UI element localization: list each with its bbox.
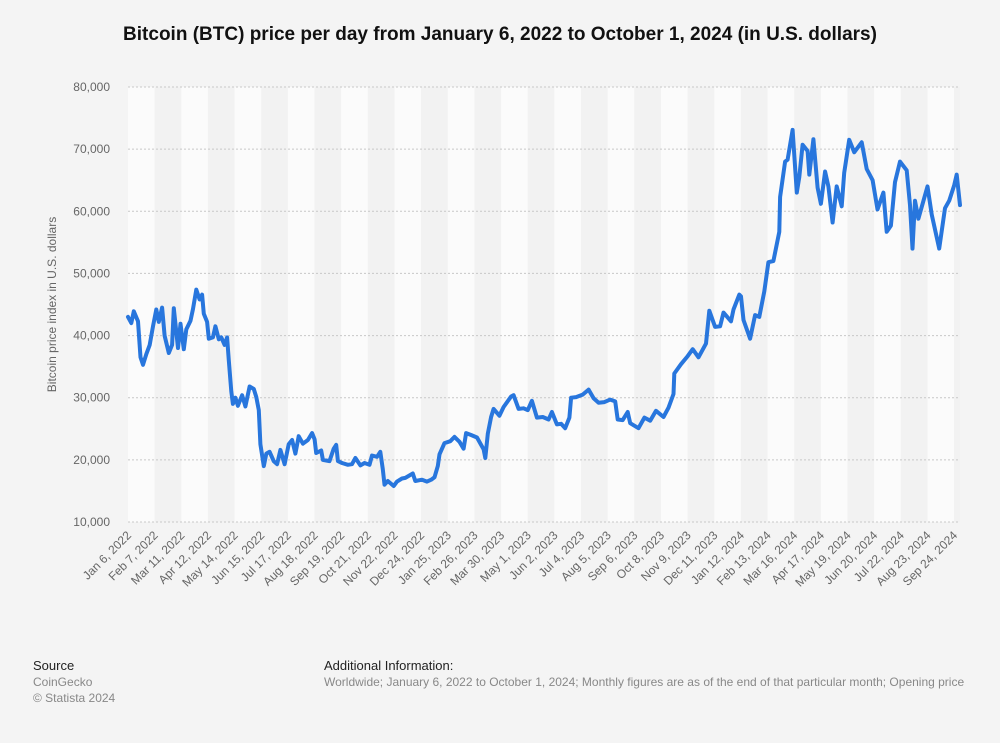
copyright: © Statista 2024 xyxy=(33,691,116,705)
background-band xyxy=(874,87,901,522)
line-chart: 10,000 20,000 30,000 40,000 50,000 60,000 70,0… xyxy=(45,80,962,590)
background-band xyxy=(554,87,582,522)
y-tick-label: 10,000 xyxy=(73,515,110,529)
background-band xyxy=(661,87,688,522)
background-band xyxy=(820,87,848,522)
background-band xyxy=(474,87,502,522)
background-band xyxy=(954,87,960,522)
price-line xyxy=(126,127,962,488)
background-band xyxy=(261,87,288,522)
background-band xyxy=(687,87,715,522)
chart-title: Bitcoin (BTC) price per day from January… xyxy=(123,24,877,45)
background-band xyxy=(900,87,928,522)
background-band xyxy=(367,87,395,522)
y-axis-title: Bitcoin price index in U.S. dollars xyxy=(45,217,59,392)
background-band xyxy=(447,87,475,522)
info-heading: Additional Information: xyxy=(324,658,454,673)
background-band xyxy=(421,87,448,522)
background-band xyxy=(234,87,262,522)
background-band xyxy=(927,87,955,522)
info-text: Worldwide; January 6, 2022 to October 1,… xyxy=(324,675,965,689)
source-block: Source CoinGecko © Statista 2024 xyxy=(33,658,115,706)
y-tick-label: 40,000 xyxy=(73,329,110,343)
background-band xyxy=(847,87,875,522)
background-band xyxy=(607,87,635,522)
background-band xyxy=(501,87,528,522)
background-band xyxy=(128,87,155,522)
y-tick-label: 20,000 xyxy=(73,453,110,467)
background-band xyxy=(154,87,182,522)
background-band xyxy=(287,87,315,522)
background-band xyxy=(634,87,662,522)
source-heading: Source xyxy=(33,658,75,673)
y-tick-label: 60,000 xyxy=(73,204,110,218)
source-name[interactable]: CoinGecko xyxy=(33,675,93,689)
additional-info-block: Additional Information: Worldwide; Janua… xyxy=(324,658,964,690)
y-tick-label: 80,000 xyxy=(73,80,110,94)
background-band xyxy=(581,87,608,522)
y-tick-label: 50,000 xyxy=(73,266,110,280)
background-band xyxy=(394,87,422,522)
background-band xyxy=(341,87,368,522)
y-tick-label: 70,000 xyxy=(73,142,110,156)
background-band xyxy=(767,87,795,522)
y-tick-label: 30,000 xyxy=(73,391,110,405)
background-band xyxy=(207,87,235,522)
background-band xyxy=(527,87,555,522)
